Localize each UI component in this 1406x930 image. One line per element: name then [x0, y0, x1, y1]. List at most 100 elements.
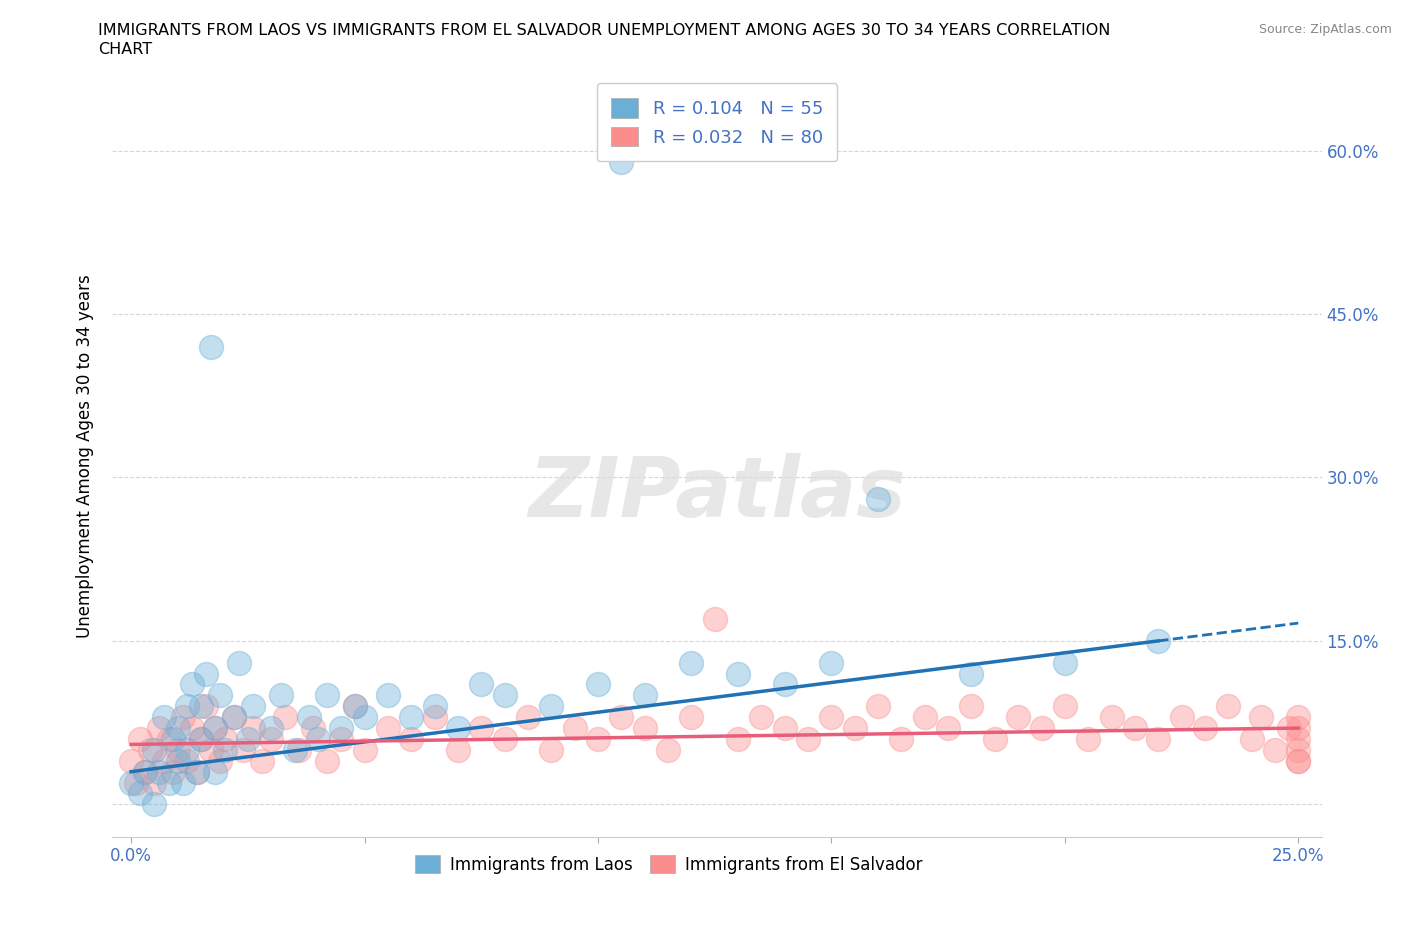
Point — [148, 721, 170, 736]
Point — [242, 721, 264, 736]
Point — [172, 710, 194, 724]
Point — [401, 732, 423, 747]
Y-axis label: Unemployment Among Ages 30 to 34 years: Unemployment Among Ages 30 to 34 years — [76, 273, 94, 638]
Point — [176, 753, 198, 768]
Point — [610, 154, 633, 169]
Point — [190, 732, 212, 747]
Point — [1218, 698, 1240, 713]
Point — [204, 764, 226, 779]
Point — [564, 721, 586, 736]
Point — [139, 742, 162, 757]
Point — [984, 732, 1007, 747]
Point — [423, 698, 446, 713]
Point — [194, 698, 217, 713]
Point — [1286, 721, 1309, 736]
Point — [1053, 656, 1076, 671]
Point — [125, 775, 148, 790]
Point — [143, 742, 166, 757]
Point — [960, 666, 983, 681]
Point — [172, 775, 194, 790]
Point — [180, 721, 202, 736]
Point — [204, 721, 226, 736]
Point — [166, 721, 188, 736]
Point — [344, 698, 367, 713]
Point — [868, 492, 890, 507]
Point — [401, 710, 423, 724]
Point — [302, 721, 325, 736]
Point — [586, 732, 609, 747]
Point — [153, 710, 176, 724]
Point — [890, 732, 912, 747]
Point — [1250, 710, 1272, 724]
Point — [657, 742, 679, 757]
Point — [129, 732, 152, 747]
Point — [186, 764, 208, 779]
Point — [1286, 753, 1309, 768]
Point — [200, 742, 222, 757]
Point — [353, 710, 375, 724]
Text: ZIPatlas: ZIPatlas — [529, 453, 905, 535]
Point — [1077, 732, 1099, 747]
Point — [180, 677, 202, 692]
Text: IMMIGRANTS FROM LAOS VS IMMIGRANTS FROM EL SALVADOR UNEMPLOYMENT AMONG AGES 30 T: IMMIGRANTS FROM LAOS VS IMMIGRANTS FROM … — [98, 23, 1111, 38]
Point — [1194, 721, 1216, 736]
Point — [377, 721, 399, 736]
Point — [1101, 710, 1123, 724]
Point — [540, 742, 562, 757]
Point — [517, 710, 540, 724]
Point — [129, 786, 152, 801]
Point — [242, 698, 264, 713]
Point — [1278, 721, 1301, 736]
Point — [936, 721, 959, 736]
Point — [190, 698, 212, 713]
Point — [166, 753, 188, 768]
Point — [330, 732, 353, 747]
Point — [727, 666, 749, 681]
Point — [250, 753, 273, 768]
Point — [157, 775, 180, 790]
Point — [634, 688, 657, 703]
Point — [797, 732, 820, 747]
Point — [316, 753, 339, 768]
Legend: Immigrants from Laos, Immigrants from El Salvador: Immigrants from Laos, Immigrants from El… — [406, 846, 931, 882]
Point — [236, 732, 259, 747]
Point — [222, 710, 245, 724]
Point — [470, 677, 492, 692]
Point — [844, 721, 866, 736]
Point — [270, 688, 292, 703]
Point — [200, 339, 222, 354]
Point — [143, 775, 166, 790]
Point — [610, 710, 633, 724]
Point — [153, 753, 176, 768]
Point — [470, 721, 492, 736]
Point — [353, 742, 375, 757]
Point — [540, 698, 562, 713]
Point — [283, 742, 305, 757]
Point — [307, 732, 329, 747]
Point — [1286, 732, 1309, 747]
Point — [143, 797, 166, 812]
Point — [222, 710, 245, 724]
Point — [134, 764, 156, 779]
Point — [162, 764, 184, 779]
Point — [166, 742, 188, 757]
Point — [1053, 698, 1076, 713]
Point — [186, 764, 208, 779]
Point — [1240, 732, 1263, 747]
Point — [274, 710, 297, 724]
Point — [1123, 721, 1146, 736]
Point — [773, 721, 796, 736]
Point — [208, 753, 231, 768]
Point — [681, 710, 703, 724]
Point — [1286, 710, 1309, 724]
Point — [214, 732, 236, 747]
Point — [1170, 710, 1192, 724]
Point — [176, 698, 198, 713]
Point — [634, 721, 657, 736]
Point — [494, 732, 516, 747]
Point — [162, 732, 184, 747]
Point — [1147, 633, 1170, 648]
Point — [176, 742, 198, 757]
Point — [204, 721, 226, 736]
Point — [120, 753, 142, 768]
